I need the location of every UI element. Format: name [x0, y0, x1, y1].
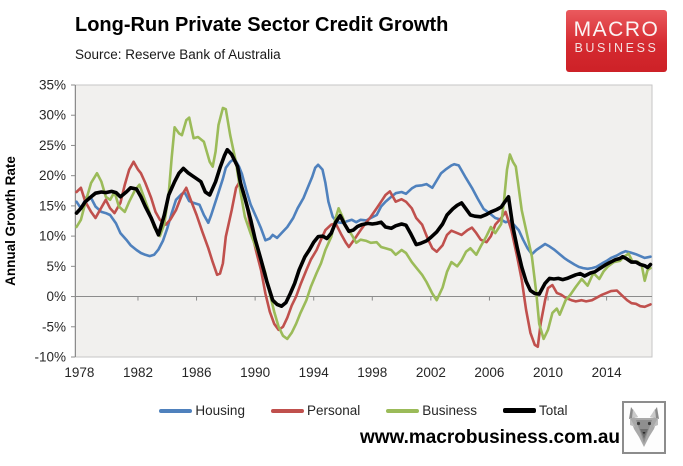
wolf-logo [622, 401, 666, 454]
y-tick-label: 30% [39, 108, 66, 123]
wolf-icon [629, 407, 659, 447]
x-tick-label: 1994 [299, 365, 330, 380]
legend-swatch-housing [159, 408, 193, 413]
logo-text-macro: MACRO [573, 18, 660, 41]
logo-text-business: BUSINESS [574, 41, 659, 55]
chart-title: Long-Run Private Sector Credit Growth [75, 14, 449, 36]
y-tick-label: 20% [39, 168, 66, 183]
x-tick-label: 2006 [474, 365, 504, 380]
y-tick-label: 5% [46, 259, 66, 274]
x-tick-label: 1978 [64, 365, 94, 380]
legend-swatch-business [386, 408, 420, 413]
macrobusiness-logo: MACRO BUSINESS [566, 10, 667, 72]
x-tick-label: 2002 [416, 365, 446, 380]
series-line-total [74, 147, 653, 309]
legend-label-business: Business [422, 403, 478, 418]
x-tick-label: 2014 [592, 365, 623, 380]
series-line-housing [75, 157, 652, 271]
series-line-personal [75, 160, 652, 349]
y-tick-label: 10% [39, 229, 66, 244]
x-tick-label: 1982 [123, 365, 153, 380]
y-axis-title: Annual Growth Rate [3, 156, 18, 286]
credit-growth-line-chart: 35% 30% 25% 20% 15% 10% 5% 0% -5% -10%1978 1982 198… [3, 78, 653, 380]
x-tick-label: 2010 [533, 365, 563, 380]
legend-item-personal: Personal [270, 403, 361, 418]
legend-swatch-total [503, 408, 537, 413]
legend-swatch-personal [270, 408, 304, 413]
legend-label-total: Total [539, 403, 568, 418]
legend-item-business: Business [386, 403, 477, 418]
legend-label-personal: Personal [306, 403, 361, 418]
x-tick-label: 1986 [182, 365, 212, 380]
y-tick-label: -5% [42, 319, 66, 334]
legend-label-housing: Housing [195, 403, 245, 418]
y-tick-label: 15% [39, 198, 66, 213]
y-tick-label: 0% [46, 289, 66, 304]
x-tick-label: 1998 [357, 365, 387, 380]
y-tick-label: 25% [39, 138, 66, 153]
y-tick-label: -10% [34, 350, 66, 365]
legend-item-total: Total [503, 403, 568, 418]
legend-item-housing: Housing [159, 403, 245, 418]
chart-source: Source: Reserve Bank of Australia [75, 47, 281, 62]
series-line-business [75, 106, 652, 341]
x-tick-label: 1990 [240, 365, 270, 380]
chart-legend: Housing Personal Business Total [75, 403, 652, 418]
website-url: www.macrobusiness.com.au [359, 427, 621, 448]
y-tick-label: 35% [39, 78, 66, 93]
